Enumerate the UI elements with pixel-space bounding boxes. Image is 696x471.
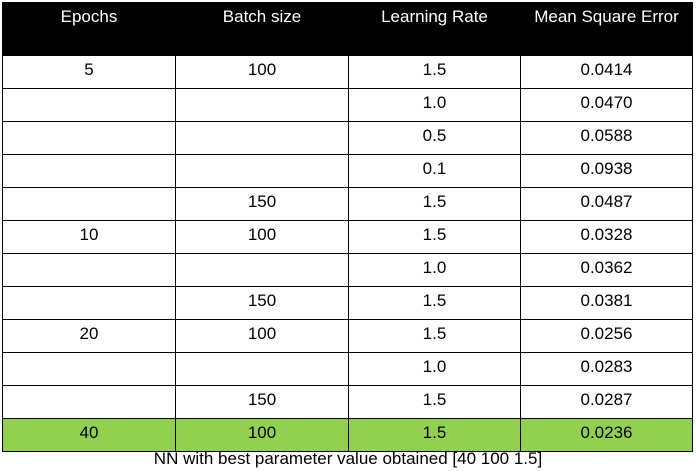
cell-mean-square-error: 0.0236 bbox=[520, 418, 693, 452]
cell-learning-rate: 1.0 bbox=[348, 352, 521, 386]
cell-batch-size: 100 bbox=[175, 418, 349, 452]
cell-mean-square-error: 0.0938 bbox=[520, 154, 693, 188]
cell-mean-square-error: 0.0414 bbox=[520, 55, 693, 89]
table-row: 150 1.5 0.0381 bbox=[2, 286, 693, 320]
table-row: 10 100 1.5 0.0328 bbox=[2, 220, 693, 254]
cell-mean-square-error: 0.0256 bbox=[520, 319, 693, 353]
cell-learning-rate: 1.5 bbox=[348, 286, 521, 320]
cell-batch-size: 100 bbox=[175, 55, 349, 89]
cell-mean-square-error: 0.0588 bbox=[520, 121, 693, 155]
table-caption: NN with best parameter value obtained [4… bbox=[153, 449, 543, 468]
cell-epochs bbox=[2, 154, 176, 188]
cell-epochs bbox=[2, 88, 176, 122]
cell-learning-rate: 1.5 bbox=[348, 319, 521, 353]
cell-mean-square-error: 0.0487 bbox=[520, 187, 693, 221]
cell-epochs bbox=[2, 385, 176, 419]
cell-mean-square-error: 0.0381 bbox=[520, 286, 693, 320]
cell-batch-size: 150 bbox=[175, 187, 349, 221]
header-row: Epochs Batch size Learning Rate Mean Squ… bbox=[2, 2, 693, 56]
cell-batch-size: 150 bbox=[175, 385, 349, 419]
table-row: 1.0 0.0283 bbox=[2, 352, 693, 386]
cell-batch-size bbox=[175, 121, 349, 155]
table-row: 40 100 1.5 0.0236 bbox=[2, 418, 693, 452]
table-row: 5 100 1.5 0.0414 bbox=[2, 55, 693, 89]
table-row: 150 1.5 0.0487 bbox=[2, 187, 693, 221]
cell-learning-rate: 0.1 bbox=[348, 154, 521, 188]
header-learning-rate: Learning Rate bbox=[348, 2, 521, 56]
cell-epochs bbox=[2, 187, 176, 221]
table-row: 0.1 0.0938 bbox=[2, 154, 693, 188]
table-row: 150 1.5 0.0287 bbox=[2, 385, 693, 419]
cell-batch-size bbox=[175, 352, 349, 386]
cell-batch-size bbox=[175, 253, 349, 287]
cell-batch-size bbox=[175, 154, 349, 188]
cell-epochs: 40 bbox=[2, 418, 176, 452]
table-row: 20 100 1.5 0.0256 bbox=[2, 319, 693, 353]
cell-learning-rate: 1.5 bbox=[348, 55, 521, 89]
cell-learning-rate: 1.0 bbox=[348, 88, 521, 122]
cell-learning-rate: 0.5 bbox=[348, 121, 521, 155]
table-row: 1.0 0.0470 bbox=[2, 88, 693, 122]
cell-learning-rate: 1.5 bbox=[348, 385, 521, 419]
cell-batch-size bbox=[175, 88, 349, 122]
cell-learning-rate: 1.5 bbox=[348, 187, 521, 221]
cell-mean-square-error: 0.0283 bbox=[520, 352, 693, 386]
cell-mean-square-error: 0.0470 bbox=[520, 88, 693, 122]
cell-mean-square-error: 0.0362 bbox=[520, 253, 693, 287]
cell-epochs bbox=[2, 253, 176, 287]
cell-batch-size: 100 bbox=[175, 220, 349, 254]
results-table-container: Epochs Batch size Learning Rate Mean Squ… bbox=[2, 2, 693, 452]
cell-learning-rate: 1.5 bbox=[348, 418, 521, 452]
table-body: 5 100 1.5 0.0414 1.0 0.0470 0.5 0.0588 0.1 0.0938… bbox=[2, 55, 693, 452]
results-table: Epochs Batch size Learning Rate Mean Squ… bbox=[2, 2, 693, 452]
cell-mean-square-error: 0.0328 bbox=[520, 220, 693, 254]
cell-epochs: 10 bbox=[2, 220, 176, 254]
cell-learning-rate: 1.5 bbox=[348, 220, 521, 254]
cell-learning-rate: 1.0 bbox=[348, 253, 521, 287]
cell-batch-size: 150 bbox=[175, 286, 349, 320]
cell-mean-square-error: 0.0287 bbox=[520, 385, 693, 419]
header-epochs: Epochs bbox=[2, 2, 176, 56]
cell-batch-size: 100 bbox=[175, 319, 349, 353]
cell-epochs: 5 bbox=[2, 55, 176, 89]
cell-epochs bbox=[2, 121, 176, 155]
cell-epochs bbox=[2, 352, 176, 386]
cell-epochs bbox=[2, 286, 176, 320]
header-mean-square-error: Mean Square Error bbox=[520, 2, 693, 56]
table-row: 0.5 0.0588 bbox=[2, 121, 693, 155]
cell-epochs: 20 bbox=[2, 319, 176, 353]
header-batch-size: Batch size bbox=[175, 2, 349, 56]
table-row: 1.0 0.0362 bbox=[2, 253, 693, 287]
